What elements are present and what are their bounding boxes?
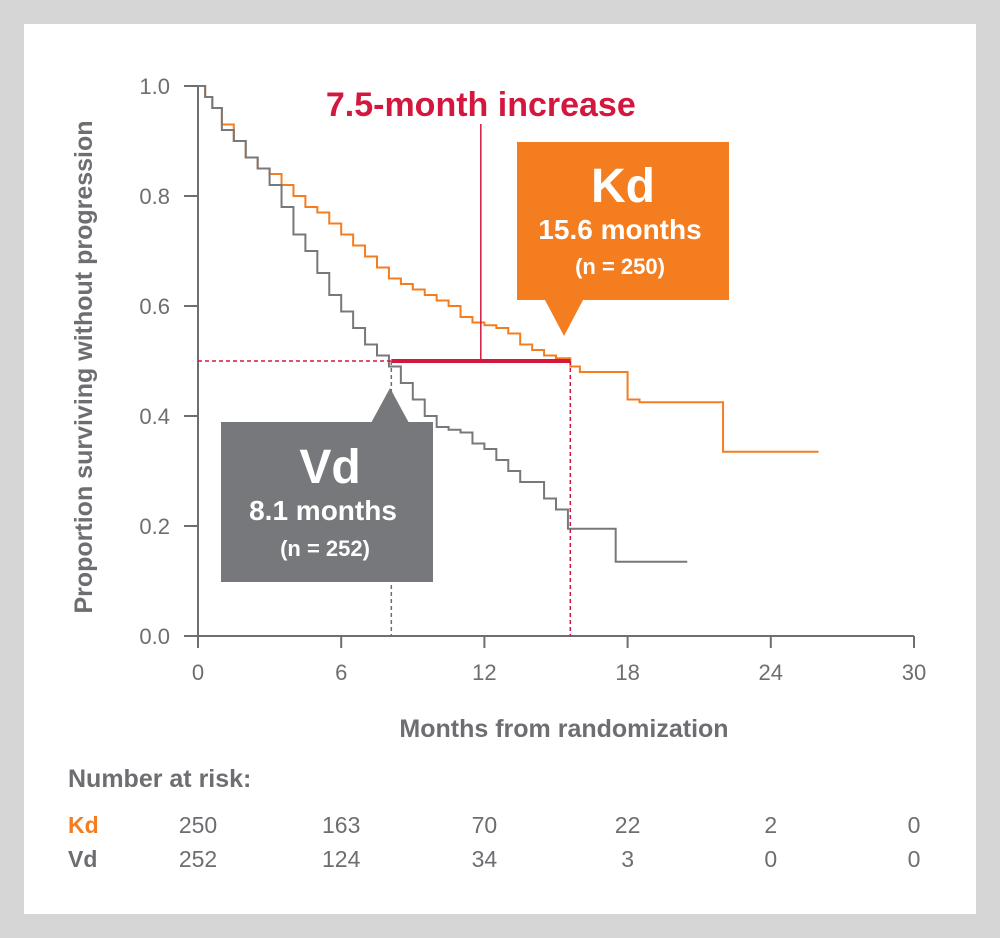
x-tick-label: 30	[902, 660, 926, 685]
risk-table-title: Number at risk:	[68, 765, 252, 793]
kd-callout-n: (n = 250)	[575, 254, 665, 279]
y-tick-label: 0.8	[139, 184, 170, 209]
x-tick-label: 12	[472, 660, 496, 685]
vd-callout-median: 8.1 months	[249, 495, 397, 526]
risk-cell: 0	[907, 846, 921, 872]
y-axis-title: Proportion surviving without progression	[70, 120, 98, 613]
vd-callout-n: (n = 252)	[280, 536, 370, 561]
risk-cell: 252	[178, 846, 218, 872]
risk-cell: 22	[614, 812, 641, 838]
vd-callout-name: Vd	[299, 441, 360, 494]
x-axis-title: Months from randomization	[399, 715, 728, 743]
risk-cell: 2	[764, 812, 778, 838]
x-tick-label: 24	[759, 660, 783, 685]
axes: 0.0 0.2 0.4 0.6 0.8 1.0 0 6 12 18 24 30 Months from …	[70, 74, 926, 743]
risk-cell: 0	[907, 812, 921, 838]
chart-card	[24, 24, 976, 914]
risk-cell: 34	[471, 846, 498, 872]
risk-cell: 250	[178, 812, 218, 838]
kd-callout-median: 15.6 months	[538, 214, 701, 245]
vd-callout-box	[221, 422, 433, 582]
vd-callout-pointer	[371, 388, 409, 423]
risk-cell: 163	[322, 812, 361, 838]
x-tick-label: 18	[615, 660, 639, 685]
y-tick-label: 0.4	[139, 404, 170, 429]
risk-cell: 124	[322, 846, 361, 872]
y-tick-label: 0.6	[139, 294, 170, 319]
y-tick-label: 1.0	[139, 74, 170, 99]
risk-cell: 70	[471, 812, 498, 838]
increase-label: 7.5-month increase	[326, 86, 636, 124]
risk-row-label-vd: Vd	[68, 846, 98, 872]
risk-cell: 3	[621, 846, 634, 872]
risk-cell: 0	[764, 846, 778, 872]
kd-callout-pointer	[545, 300, 583, 336]
kd-callout-box	[517, 142, 729, 300]
y-tick-label: 0.0	[139, 624, 170, 649]
y-tick-label: 0.2	[139, 514, 170, 539]
series-line-vd	[198, 85, 688, 563]
risk-row-label-kd: Kd	[68, 812, 99, 838]
x-tick-label: 0	[192, 660, 204, 685]
kd-callout-name: Kd	[591, 160, 655, 213]
x-tick-label: 6	[335, 660, 347, 685]
